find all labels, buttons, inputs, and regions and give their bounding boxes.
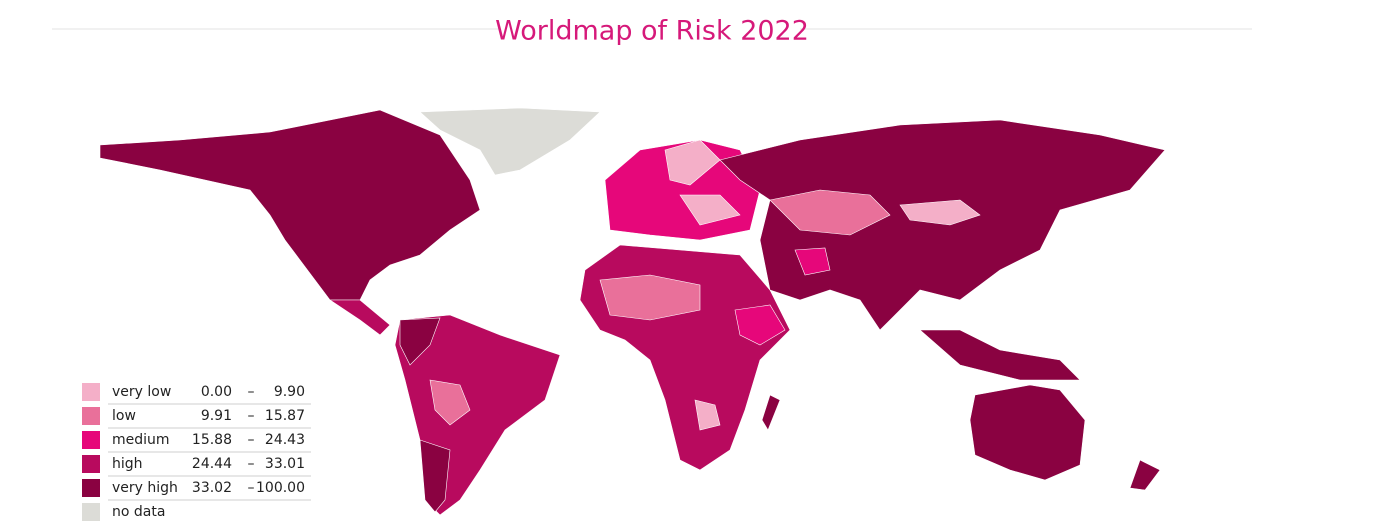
- legend-from: 9.91: [201, 408, 232, 424]
- mongolia: [899, 199, 981, 226]
- north-america: [99, 109, 481, 301]
- legend-label: very high: [112, 480, 178, 496]
- legend-to: 100.00: [256, 480, 305, 496]
- madagascar: [761, 394, 781, 431]
- legend-separator: –: [248, 480, 255, 496]
- legend-to: 9.90: [274, 384, 305, 400]
- legend-from: 24.44: [192, 456, 232, 472]
- central-europe: [679, 194, 741, 226]
- legend-separator: –: [248, 384, 255, 400]
- legend-to: 15.87: [265, 408, 305, 424]
- legend-label: very low: [112, 384, 171, 400]
- legend-label: low: [112, 408, 136, 424]
- greenland: [419, 107, 601, 176]
- andes-north: [399, 317, 441, 366]
- legend-separator: –: [248, 432, 255, 448]
- asia: [719, 119, 1166, 331]
- sahel: [599, 274, 701, 321]
- andes-south: [419, 439, 451, 513]
- legend-swatch: [82, 479, 100, 497]
- southeast-asia: [919, 329, 1081, 381]
- legend-from: 0.00: [201, 384, 232, 400]
- legend-separator: –: [248, 408, 255, 424]
- legend-swatch: [82, 383, 100, 401]
- legend-from: 33.02: [192, 480, 232, 496]
- scandinavia: [664, 139, 721, 186]
- legend-swatch: [82, 455, 100, 473]
- new-zealand: [1129, 459, 1161, 491]
- ethiopia: [734, 304, 786, 346]
- central-america: [329, 299, 391, 336]
- legend-separator: –: [248, 456, 255, 472]
- legend-label: no data: [112, 504, 165, 520]
- world-map: [99, 107, 1166, 516]
- legend-swatch: [82, 407, 100, 425]
- title: Worldmap of Risk 2022: [495, 16, 809, 47]
- afghanistan: [794, 247, 831, 276]
- legend-swatch: [82, 431, 100, 449]
- bolivia: [429, 379, 471, 426]
- legend-to: 33.01: [265, 456, 305, 472]
- legend-to: 24.43: [265, 432, 305, 448]
- central-asia: [769, 189, 891, 236]
- legend-label: medium: [112, 432, 170, 448]
- legend-label: high: [112, 456, 143, 472]
- australia: [969, 384, 1086, 481]
- legend-from: 15.88: [192, 432, 232, 448]
- legend-swatch: [82, 503, 100, 521]
- southern-africa: [694, 399, 721, 431]
